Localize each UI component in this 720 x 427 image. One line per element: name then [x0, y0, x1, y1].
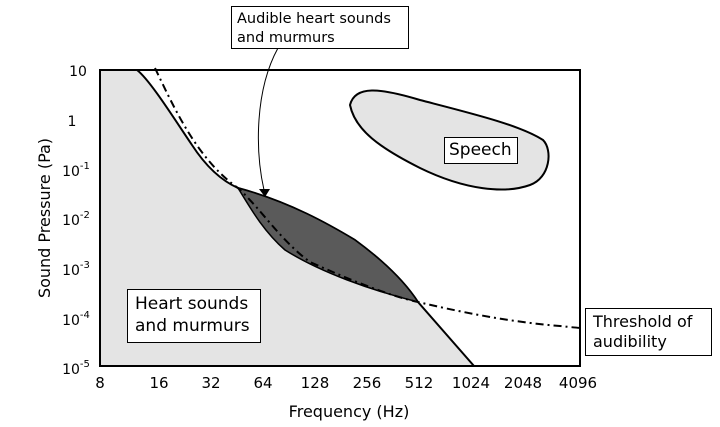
x-tick-label: 8 [95, 374, 105, 392]
y-tick-label: 10 [69, 64, 87, 80]
threshold-label: Threshold of audibility [585, 308, 712, 356]
audible-callout-line: and murmurs [237, 30, 335, 46]
x-tick-label: 512 [405, 374, 434, 392]
audible-callout-label: Audible heart sounds and murmurs [231, 6, 409, 49]
heart-sounds-label: Heart sounds and murmurs [127, 289, 261, 343]
threshold-curve [154, 67, 584, 329]
threshold-line: Threshold of [593, 312, 693, 331]
x-tick-label: 2048 [504, 374, 542, 392]
y-tick-label: 10-4 [62, 310, 90, 329]
speech-label: Speech [444, 137, 518, 164]
y-axis-title: Sound Pressure (Pa) [35, 138, 54, 298]
audible-callout-line: Audible heart sounds [237, 11, 391, 27]
callout-arrowhead [259, 189, 270, 197]
heart-sounds-line: and murmurs [135, 316, 250, 336]
y-tick-label: 10-3 [62, 260, 90, 279]
plot-frame [99, 69, 581, 367]
threshold-line: audibility [593, 332, 667, 351]
y-tick-label: 10-1 [62, 161, 90, 180]
y-tick-label: 1 [68, 114, 77, 130]
x-tick-label: 4096 [559, 374, 597, 392]
y-tick-label: 10-5 [62, 359, 90, 378]
y-tick-label: 10-2 [62, 210, 90, 229]
x-axis-title: Frequency (Hz) [289, 402, 410, 421]
x-tick-label: 64 [253, 374, 272, 392]
x-tick-label: 32 [201, 374, 220, 392]
x-tick-label: 256 [353, 374, 382, 392]
x-tick-label: 1024 [452, 374, 490, 392]
heart-sounds-line: Heart sounds [135, 294, 249, 314]
x-tick-label: 128 [301, 374, 330, 392]
callout-arrow [257, 47, 279, 191]
x-tick-label: 16 [149, 374, 168, 392]
